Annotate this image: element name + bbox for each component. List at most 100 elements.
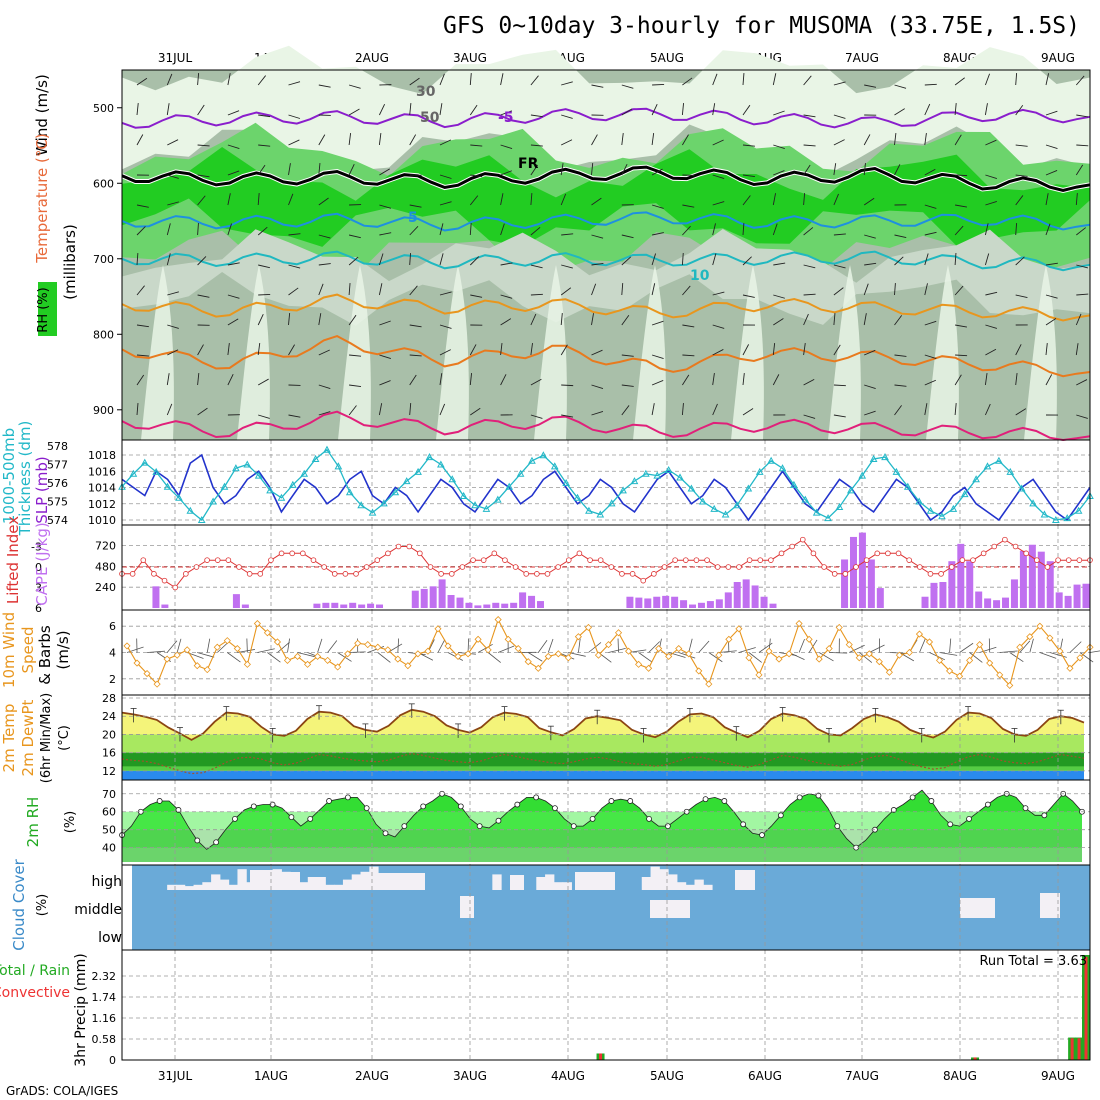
- wind-barb: [864, 234, 876, 239]
- wind10-barb: [949, 638, 952, 653]
- wind10-barb: [1049, 652, 1067, 658]
- wind10-barb: [939, 652, 958, 656]
- wind-barb: [257, 226, 268, 236]
- cape-bar: [1019, 550, 1027, 608]
- cloud-label-2: (%): [35, 894, 50, 917]
- thickness-point: [915, 497, 924, 505]
- thickness-point: [698, 497, 707, 505]
- wind10-barb: [176, 638, 182, 653]
- wind-barb: [136, 354, 149, 357]
- wind10-speed-point: [354, 639, 362, 647]
- lifted-index-point: [885, 550, 891, 557]
- thickness-point: [368, 508, 377, 516]
- wind-barb: [954, 374, 962, 386]
- thickness-point: [129, 469, 138, 477]
- thickness-point: [323, 445, 331, 453]
- cape-bar: [742, 579, 750, 608]
- cape-bar: [706, 601, 714, 608]
- wind-barb: [167, 291, 179, 296]
- contour-15: [121, 293, 1091, 322]
- wind10-speed-point: [464, 650, 472, 658]
- cape-bar: [349, 602, 357, 608]
- cape-bar: [858, 532, 866, 608]
- wind-barb: [984, 103, 988, 116]
- contour-label-0: -5: [498, 110, 514, 126]
- cape-bar: [724, 592, 732, 608]
- wind10-speed-point: [474, 635, 482, 643]
- rh2m-point: [363, 805, 370, 812]
- wind-barb: [833, 264, 846, 269]
- wind-barb: [894, 405, 902, 416]
- lifted-index-point: [948, 564, 955, 570]
- wind-barb: [1045, 223, 1051, 236]
- cloud-high-bar: [184, 886, 195, 890]
- wind-barb: [621, 84, 634, 89]
- wind10-speed-point: [795, 619, 803, 628]
- wind10-speed-point: [334, 663, 342, 671]
- temp-tick-3: 16: [102, 747, 116, 760]
- lifted-index-point: [140, 557, 147, 563]
- wind-barb: [1015, 174, 1028, 177]
- wind-barb: [469, 344, 477, 356]
- wind10-barb: [287, 638, 290, 653]
- wind-barb: [924, 133, 927, 146]
- precip-tick-1: 1.74: [92, 991, 117, 1004]
- wind-barb: [197, 407, 208, 416]
- wind10-speed-point: [183, 646, 191, 654]
- lifted-index-point: [980, 550, 987, 557]
- wind-barb: [1076, 227, 1087, 236]
- wind10-speed-point: [384, 646, 392, 654]
- wind10-barb: [528, 652, 543, 662]
- wind-barb: [379, 354, 391, 359]
- thickness-point: [243, 460, 252, 468]
- thickness-line: [121, 448, 1091, 521]
- rh2m-point: [382, 830, 389, 837]
- wind-barb: [591, 410, 604, 416]
- wind-barb: [500, 294, 513, 299]
- wind10-barb: [859, 652, 873, 663]
- lifted-index-point: [970, 557, 976, 563]
- thickness-point: [471, 501, 479, 509]
- thickness-point: [232, 464, 240, 472]
- wind-barb: [227, 343, 230, 356]
- wind-barb: [803, 114, 816, 118]
- upper-ytick-label-1: 600: [93, 177, 114, 190]
- lifted-index-point: [512, 564, 519, 570]
- wind-barb: [136, 204, 149, 208]
- wind-barb: [894, 315, 903, 326]
- wind-barb: [985, 324, 998, 329]
- wind-barb: [833, 193, 839, 206]
- lifted-index-point: [597, 557, 604, 563]
- cape-bar: [519, 592, 527, 608]
- cloud-patch-6: [460, 896, 474, 918]
- wind-barb: [136, 252, 139, 266]
- wind-barb: [591, 349, 603, 356]
- lifted-index-point: [959, 557, 966, 563]
- lifted-index-point: [1012, 543, 1019, 550]
- cape-bar: [680, 600, 688, 608]
- wind-barb: [712, 373, 715, 386]
- wind-barb: [591, 384, 604, 389]
- wind-barb: [1076, 114, 1089, 118]
- temp-line: [121, 708, 1085, 741]
- wind10-speed-point: [966, 656, 974, 664]
- temp-tick-0: 28: [102, 692, 116, 705]
- wind-barb: [318, 384, 331, 389]
- wind-barb: [378, 403, 383, 416]
- wind10-barb: [999, 650, 1018, 653]
- cape-bar: [653, 596, 661, 608]
- wind-barb: [288, 139, 300, 146]
- wind-barb: [500, 374, 507, 386]
- wind10-barb: [547, 638, 554, 653]
- temp-tick-4: 12: [102, 765, 116, 778]
- wind-barb: [954, 225, 964, 236]
- cloud-high-bar: [307, 877, 318, 890]
- wind-barb: [136, 285, 145, 296]
- cloud-patch-3: [510, 875, 524, 890]
- wind10-speed-point: [645, 664, 653, 672]
- lifted-index-point: [300, 550, 306, 557]
- wind-barb: [803, 164, 811, 176]
- rh2m-point: [457, 803, 464, 810]
- thickness-tick-2: 576: [47, 477, 68, 490]
